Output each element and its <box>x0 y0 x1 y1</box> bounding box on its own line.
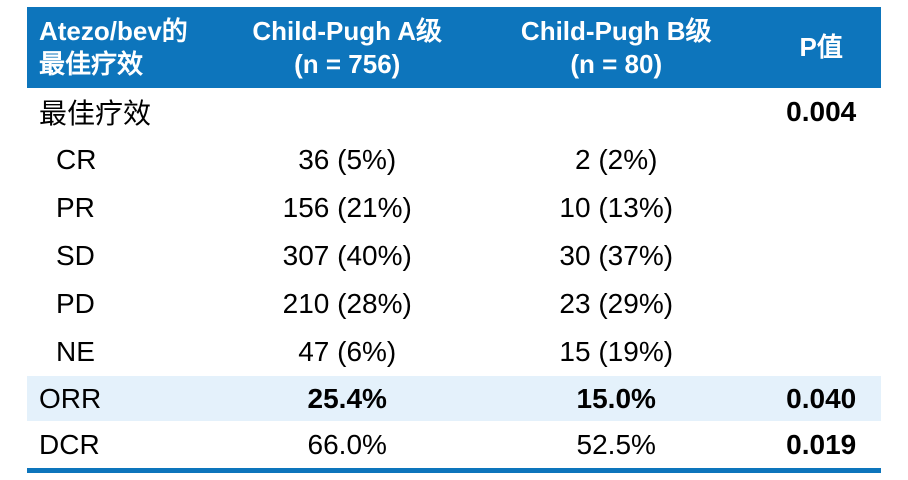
cell-p-value: 0.040 <box>786 382 857 414</box>
row-label: PD <box>56 288 95 319</box>
row-label: CR <box>56 144 97 175</box>
header-col-child-pugh-a: Child-Pugh A级 (n = 756) <box>223 7 472 88</box>
cell-p-value <box>761 280 881 328</box>
cell-child-pugh-b: 52.5% <box>576 428 656 460</box>
cell-child-pugh-b: 30 (37%) <box>559 240 674 271</box>
cell-child-pugh-b: 23 (29%) <box>559 288 674 319</box>
row-label: DCR <box>39 428 100 460</box>
table-row-ne: NE 47 (6%) 15 (19%) <box>27 328 881 376</box>
cell-child-pugh-a: 25.4% <box>307 382 387 414</box>
cell-child-pugh-a: 307 (40%) <box>282 240 412 271</box>
table-row-dcr: DCR 66.0% 52.5% 0.019 <box>27 421 881 471</box>
header-col-p-value: P值 <box>761 7 881 88</box>
results-table-container: Atezo/bev的 最佳疗效 Child-Pugh A级 (n = 756) … <box>27 7 881 473</box>
cell-child-pugh-b: 2 (2%) <box>575 144 658 175</box>
cell-child-pugh-b: 10 (13%) <box>559 192 674 223</box>
table-row-sd: SD 307 (40%) 30 (37%) <box>27 232 881 280</box>
header-col-child-pugh-b: Child-Pugh B级 (n = 80) <box>471 7 762 88</box>
header-col-best-response: Atezo/bev的 最佳疗效 <box>27 7 224 88</box>
cell-p-value <box>761 184 881 232</box>
table-row-pd: PD 210 (28%) 23 (29%) <box>27 280 881 328</box>
cell-p-value: 0.019 <box>786 428 857 460</box>
cell-child-pugh-b: 15.0% <box>576 382 656 414</box>
cell-p-value <box>761 328 881 376</box>
row-label: 最佳疗效 <box>39 98 152 129</box>
cell-p-value <box>761 232 881 280</box>
header-col2-line1: Child-Pugh A级 <box>252 15 443 46</box>
row-label: SD <box>56 240 95 271</box>
cell-child-pugh-a: 36 (5%) <box>298 144 397 175</box>
cell-p-value <box>761 136 881 184</box>
cell-p-value: 0.004 <box>786 96 857 127</box>
row-label: NE <box>56 336 95 367</box>
header-col3-line1: Child-Pugh B级 <box>520 15 712 46</box>
best-response-table: Atezo/bev的 最佳疗效 Child-Pugh A级 (n = 756) … <box>27 7 881 473</box>
cell-child-pugh-a: 47 (6%) <box>298 336 397 367</box>
table-row-cr: CR 36 (5%) 2 (2%) <box>27 136 881 184</box>
row-label: PR <box>56 192 95 223</box>
header-col1-line1: Atezo/bev的 <box>39 15 188 46</box>
cell-child-pugh-a: 210 (28%) <box>282 288 412 319</box>
header-row: Atezo/bev的 最佳疗效 Child-Pugh A级 (n = 756) … <box>27 7 881 88</box>
cell-child-pugh-a <box>223 88 471 136</box>
cell-child-pugh-b <box>471 88 761 136</box>
cell-child-pugh-a: 66.0% <box>307 428 387 460</box>
table-row-best-response: 最佳疗效 0.004 <box>27 88 881 136</box>
table-row-orr: ORR 25.4% 15.0% 0.040 <box>27 376 881 421</box>
header-col1-line2: 最佳疗效 <box>39 48 144 79</box>
header-col2-line2: (n = 756) <box>294 48 401 79</box>
table-row-pr: PR 156 (21%) 10 (13%) <box>27 184 881 232</box>
cell-child-pugh-b: 15 (19%) <box>559 336 674 367</box>
cell-child-pugh-a: 156 (21%) <box>282 192 412 223</box>
row-label: ORR <box>39 382 102 414</box>
header-col3-line2: (n = 80) <box>570 48 663 79</box>
